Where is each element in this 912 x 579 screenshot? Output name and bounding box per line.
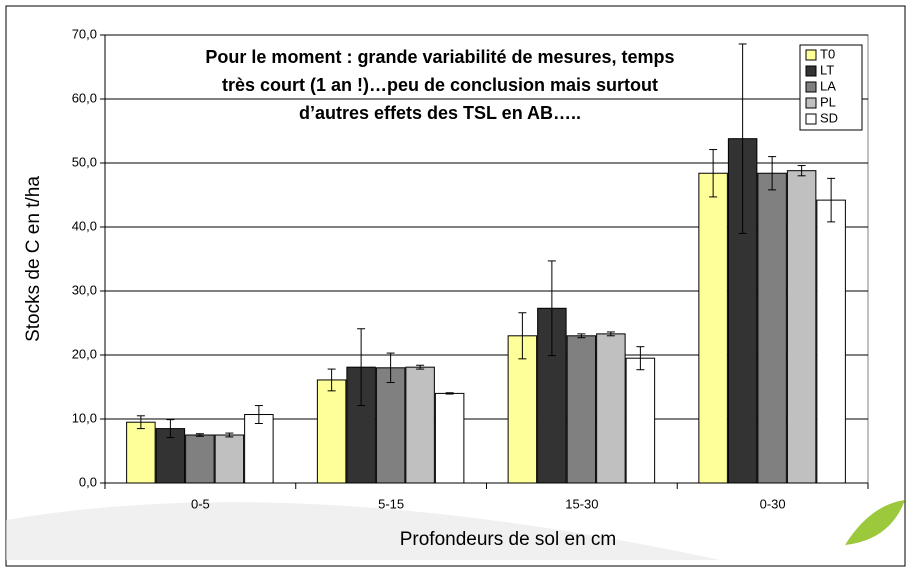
x-tick-label: 5-15 [378, 496, 404, 511]
y-tick-label: 50,0 [72, 154, 97, 169]
x-axis-label: Profondeurs de sol en cm [400, 529, 617, 550]
bar [214, 434, 245, 484]
error-bar [416, 364, 425, 370]
error-bar [636, 346, 645, 371]
error-bar [518, 312, 527, 360]
y-axis-label: Stocks de C en t/ha [23, 176, 44, 342]
error-bar [445, 392, 454, 395]
bar [625, 357, 656, 484]
y-tick-label: 30,0 [72, 282, 97, 297]
annotation: d’autres effets des TSL en AB….. [299, 103, 581, 123]
legend-swatch [805, 113, 817, 125]
error-bar [547, 260, 556, 357]
error-bar [827, 177, 836, 223]
legend-swatch [805, 81, 817, 93]
error-bar [327, 368, 336, 392]
bar [375, 367, 406, 484]
bar [596, 333, 626, 484]
error-bar [195, 433, 204, 437]
bar [244, 414, 274, 484]
bar [405, 366, 435, 484]
y-tick-label: 40,0 [72, 218, 97, 233]
legend-swatch [805, 65, 817, 77]
y-tick-label: 60,0 [72, 90, 97, 105]
legend-swatch [805, 97, 817, 109]
bar [566, 335, 597, 484]
legend-label: LA [820, 78, 836, 93]
error-bar [768, 156, 777, 191]
error-bar [709, 149, 718, 198]
bar [507, 335, 538, 484]
error-bar [738, 43, 747, 234]
y-tick-label: 0,0 [79, 474, 97, 489]
error-bar [357, 328, 366, 407]
bar [185, 434, 215, 484]
bar [316, 379, 347, 484]
x-tick-label: 0-30 [760, 496, 786, 511]
error-bar [606, 331, 615, 337]
bar [757, 172, 787, 484]
error-bar [225, 432, 234, 438]
bar [816, 199, 846, 484]
error-bar [254, 405, 263, 424]
error-bar [386, 352, 395, 384]
error-bar [136, 415, 145, 430]
annotation: très court (1 an !)…peu de conclusion ma… [222, 75, 658, 95]
bar [786, 170, 817, 484]
legend-label: T0 [820, 46, 835, 61]
bar [698, 172, 728, 484]
y-tick-label: 20,0 [72, 346, 97, 361]
error-bar [577, 333, 586, 339]
error-bar [797, 165, 806, 177]
x-tick-label: 0-5 [191, 496, 210, 511]
legend-swatch [805, 49, 817, 61]
bar [126, 421, 156, 484]
legend-label: SD [820, 110, 838, 125]
bar [434, 392, 465, 484]
annotation: Pour le moment : grande variabilité de m… [205, 47, 674, 67]
y-tick-label: 10,0 [72, 410, 97, 425]
y-tick-label: 70,0 [72, 26, 97, 41]
legend-label: LT [820, 62, 834, 77]
decor-swoosh [6, 502, 720, 560]
legend-label: PL [820, 94, 836, 109]
x-tick-label: 15-30 [565, 496, 598, 511]
decor-leaf [845, 500, 905, 545]
error-bar [166, 419, 175, 439]
